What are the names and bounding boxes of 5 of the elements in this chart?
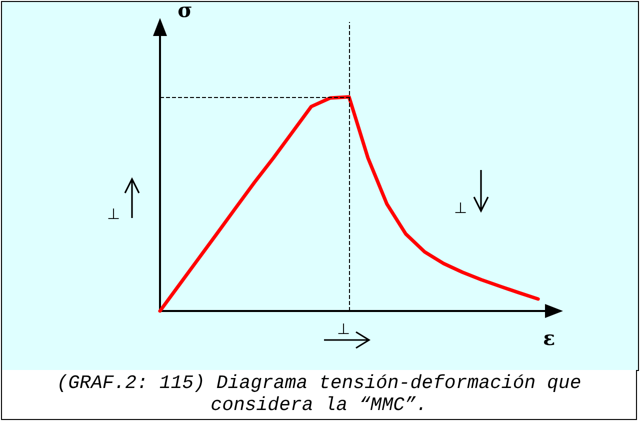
x-axis-title: ε bbox=[543, 326, 556, 350]
text: ⊥ bbox=[107, 205, 120, 223]
annotation: ⊥ bbox=[454, 199, 468, 217]
text: ⊥ bbox=[337, 320, 350, 338]
y-axis-title: σ bbox=[178, 0, 192, 22]
